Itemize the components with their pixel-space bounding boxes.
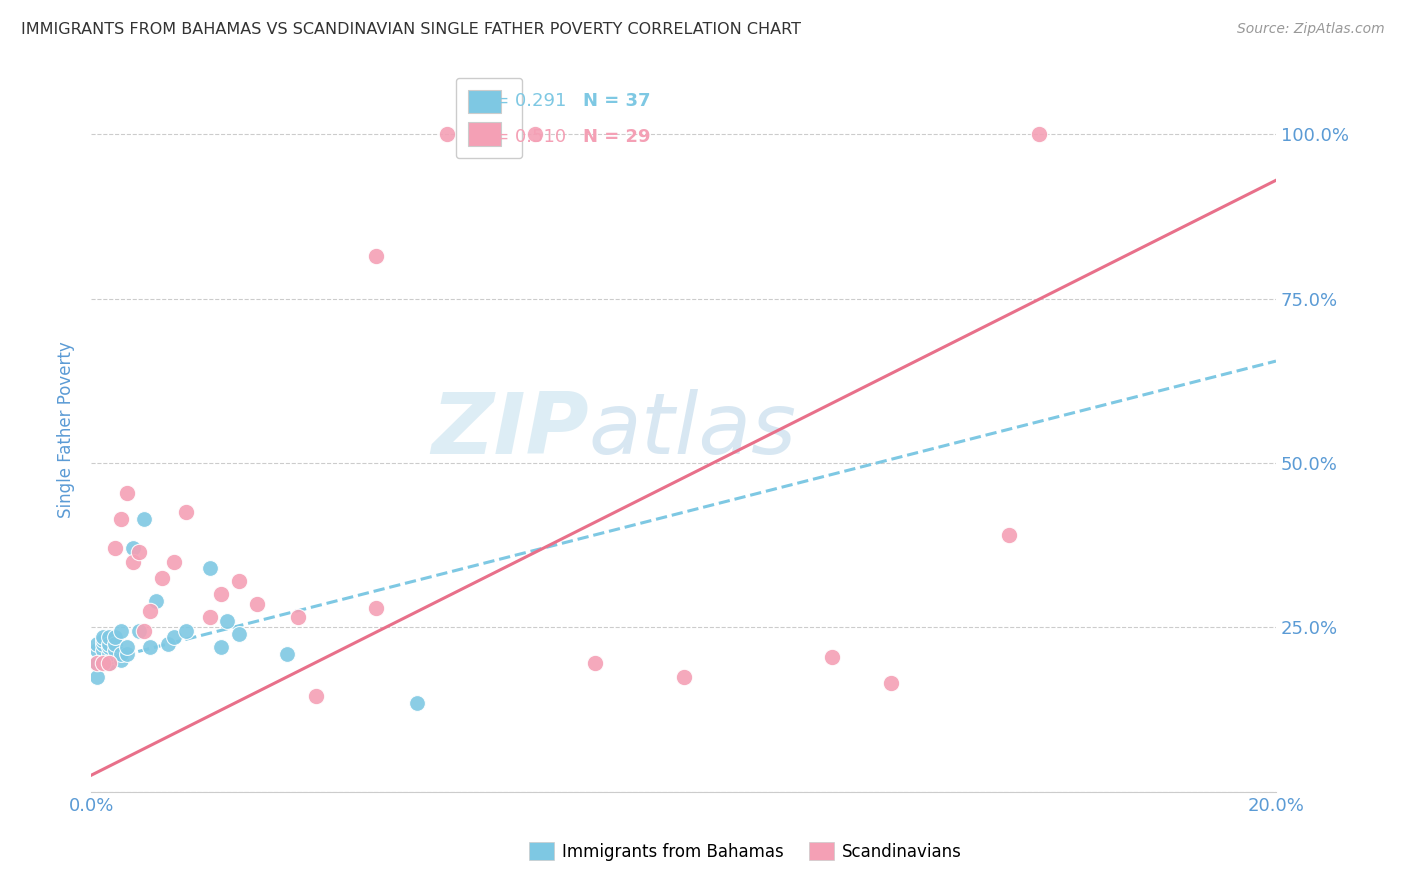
Point <box>134 512 156 526</box>
Point <box>211 587 233 601</box>
Point <box>583 657 606 671</box>
Point <box>86 657 108 671</box>
Point <box>115 640 138 654</box>
Point <box>104 630 127 644</box>
Text: atlas: atlas <box>589 389 797 472</box>
Point <box>86 637 108 651</box>
Point <box>97 657 120 671</box>
Point <box>364 249 387 263</box>
Point <box>97 647 120 661</box>
Point <box>110 653 132 667</box>
Legend: Immigrants from Bahamas, Scandinavians: Immigrants from Bahamas, Scandinavians <box>522 836 969 868</box>
Point <box>104 541 127 556</box>
Point <box>121 555 143 569</box>
Point <box>198 610 221 624</box>
Text: R = 0.510: R = 0.510 <box>477 128 567 146</box>
Point <box>86 670 108 684</box>
Point <box>436 128 458 142</box>
Point <box>821 649 844 664</box>
Point <box>880 676 903 690</box>
Point <box>115 647 138 661</box>
Point <box>128 545 150 559</box>
Point <box>524 128 547 142</box>
Point <box>998 528 1021 542</box>
Point <box>121 541 143 556</box>
Point <box>174 624 197 638</box>
Point <box>672 670 695 684</box>
Point <box>211 640 233 654</box>
Point <box>128 624 150 638</box>
Y-axis label: Single Father Poverty: Single Father Poverty <box>58 342 75 518</box>
Point <box>198 561 221 575</box>
Point <box>86 657 108 671</box>
Point <box>228 627 250 641</box>
Text: N = 37: N = 37 <box>583 92 651 110</box>
Legend: , : , <box>456 78 523 158</box>
Point <box>157 637 180 651</box>
Point <box>406 696 429 710</box>
Point <box>217 614 239 628</box>
Point <box>246 597 269 611</box>
Point <box>150 571 173 585</box>
Point <box>91 657 114 671</box>
Point <box>115 485 138 500</box>
Point <box>104 643 127 657</box>
Point <box>86 643 108 657</box>
Point <box>110 624 132 638</box>
Text: Source: ZipAtlas.com: Source: ZipAtlas.com <box>1237 22 1385 37</box>
Point <box>97 657 120 671</box>
Point <box>139 604 162 618</box>
Point <box>91 643 114 657</box>
Point <box>228 574 250 589</box>
Point <box>91 653 114 667</box>
Point <box>97 630 120 644</box>
Point <box>305 690 328 704</box>
Text: IMMIGRANTS FROM BAHAMAS VS SCANDINAVIAN SINGLE FATHER POVERTY CORRELATION CHART: IMMIGRANTS FROM BAHAMAS VS SCANDINAVIAN … <box>21 22 801 37</box>
Point <box>97 637 120 651</box>
Point <box>91 633 114 648</box>
Point <box>91 637 114 651</box>
Point <box>364 600 387 615</box>
Point <box>163 555 186 569</box>
Point <box>174 505 197 519</box>
Point <box>110 512 132 526</box>
Point <box>110 647 132 661</box>
Text: ZIP: ZIP <box>432 389 589 472</box>
Point <box>287 610 309 624</box>
Point <box>134 624 156 638</box>
Point <box>276 647 298 661</box>
Point <box>97 640 120 654</box>
Text: N = 29: N = 29 <box>583 128 651 146</box>
Point <box>145 594 167 608</box>
Text: R = 0.291: R = 0.291 <box>477 92 567 110</box>
Point <box>163 630 186 644</box>
Point <box>104 637 127 651</box>
Point <box>139 640 162 654</box>
Point <box>91 630 114 644</box>
Point <box>97 649 120 664</box>
Point <box>1028 128 1050 142</box>
